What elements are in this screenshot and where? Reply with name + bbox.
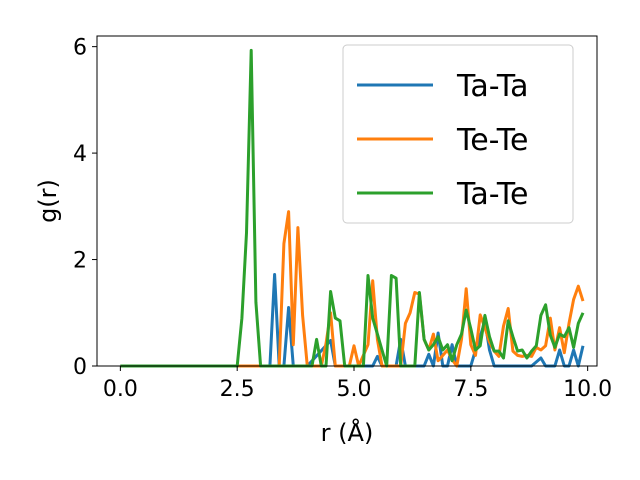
- plot-frame: [96, 35, 598, 367]
- series-line-1: [120, 210, 585, 368]
- x-axis-label: r (Å): [321, 418, 374, 447]
- legend-label-1: Te-Te: [456, 123, 528, 158]
- legend-box: [342, 44, 574, 224]
- x-tick-label: 5.0: [337, 377, 372, 402]
- x-tick-label: 2.5: [220, 377, 255, 402]
- y-tick-label: 6: [73, 36, 87, 61]
- legend-label-0: Ta-Ta: [456, 69, 529, 104]
- x-tick-label: 7.5: [453, 377, 488, 402]
- y-axis-label: g(r): [34, 179, 62, 223]
- y-tick-label: 4: [73, 142, 87, 167]
- legend-label-2: Ta-Te: [456, 177, 529, 212]
- y-ticks: 0 2 4 6: [73, 36, 97, 380]
- legend: Ta-Ta Te-Te Ta-Te: [342, 44, 574, 224]
- x-ticks: 0.0 2.5 5.0 7.5 10.0: [103, 366, 612, 402]
- x-tick-label: 0.0: [103, 377, 138, 402]
- y-tick-label: 2: [73, 249, 87, 274]
- x-tick-label: 10.0: [563, 377, 612, 402]
- y-tick-label: 0: [73, 355, 87, 380]
